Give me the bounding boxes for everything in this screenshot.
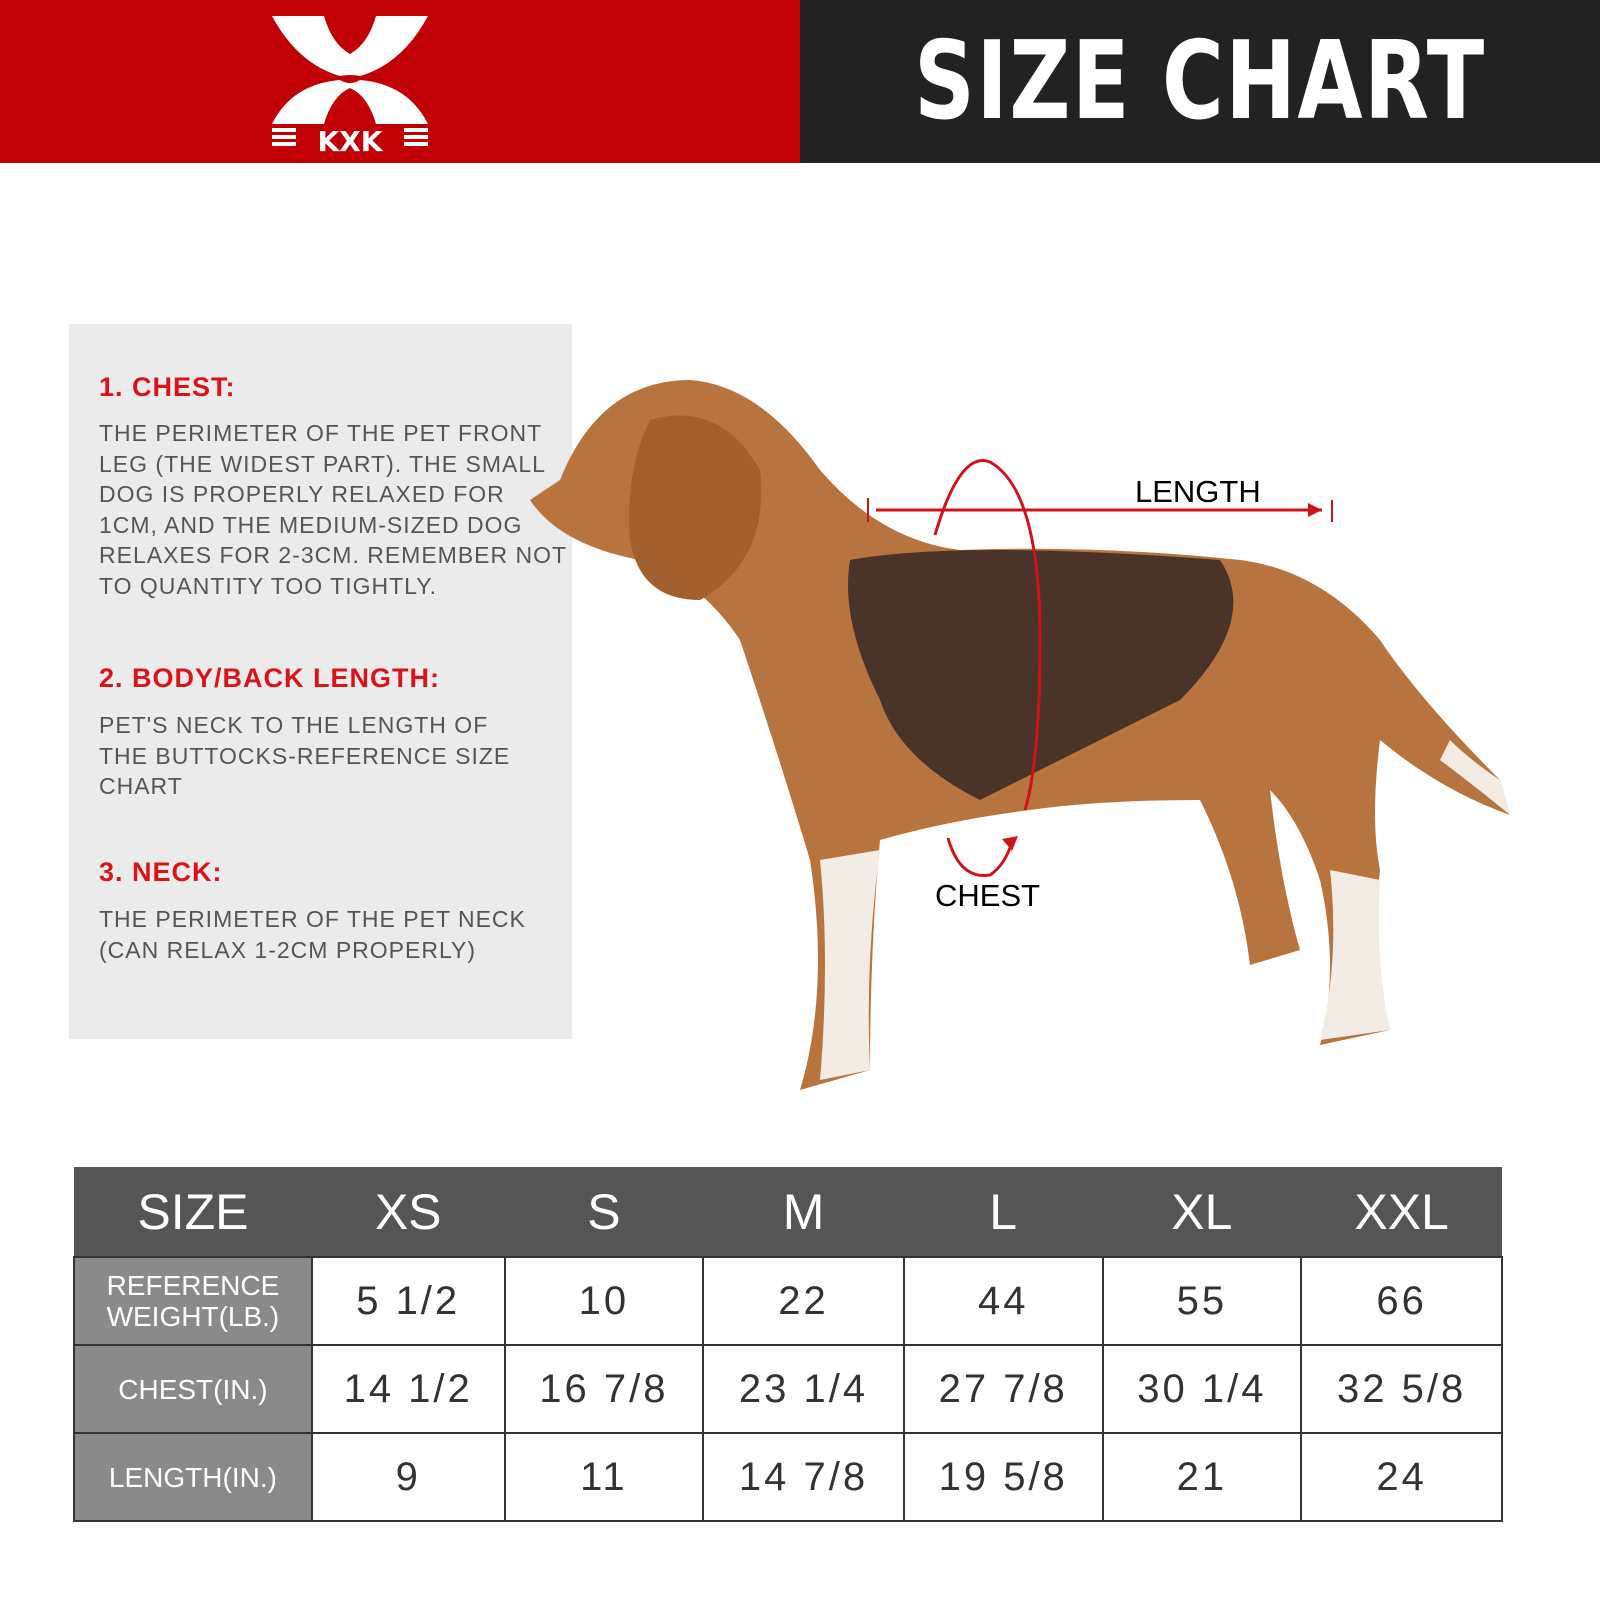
cell: 32 5/8 (1300, 1344, 1503, 1434)
title-banner (800, 0, 1600, 163)
header-s: S (504, 1167, 704, 1257)
chest-heading: 1. CHEST: (99, 372, 236, 402)
cell: 11 (503, 1432, 705, 1522)
chest-loop (933, 459, 1042, 811)
row-label: REFERENCE WEIGHT(LB.) (73, 1256, 313, 1346)
header-xl: XL (1102, 1167, 1302, 1257)
measurement-guide-panel (69, 324, 572, 1039)
length-description: PET'S NECK TO THE LENGTH OF THE BUTTOCKS… (99, 712, 511, 799)
cell: 14 1/2 (310, 1344, 506, 1434)
chest-description: THE PERIMETER OF THE PET FRONT LEG (THE … (99, 420, 567, 599)
cell: 30 1/4 (1101, 1344, 1303, 1434)
header-size: SIZE (74, 1167, 312, 1257)
svg-text:KXK: KXK (318, 125, 384, 154)
cell: 5 1/2 (310, 1256, 506, 1346)
neck-description: THE PERIMETER OF THE PET NECK (CAN RELAX… (99, 906, 526, 963)
page-title: SIZE CHART (914, 19, 1486, 144)
cell: 22 (702, 1256, 905, 1346)
cell: 44 (902, 1256, 1104, 1346)
header-l: L (903, 1167, 1103, 1257)
cell: 16 7/8 (503, 1344, 705, 1434)
table-row-chest: CHEST(IN.) 14 1/2 16 7/8 23 1/4 27 7/8 3… (73, 1344, 1503, 1434)
cell: 27 7/8 (902, 1344, 1104, 1434)
cell: 10 (503, 1256, 705, 1346)
cell: 14 7/8 (702, 1432, 905, 1522)
header-xxl: XXL (1301, 1167, 1502, 1257)
table-row-weight: REFERENCE WEIGHT(LB.) 5 1/2 10 22 44 55 … (73, 1256, 1503, 1346)
row-label: CHEST(IN.) (73, 1344, 313, 1434)
beagle-image (530, 380, 1510, 1090)
kxk-logo: KXK (272, 16, 428, 154)
header-xs: XS (311, 1167, 505, 1257)
size-table: SIZE XS S M L XL XXL REFERENCE WEIGHT(LB… (73, 1167, 1503, 1522)
length-heading: 2. BODY/BACK LENGTH: (99, 663, 441, 693)
cell: 66 (1300, 1256, 1503, 1346)
dog-illustration (530, 380, 1510, 1090)
cell: 55 (1101, 1256, 1303, 1346)
cell: 9 (310, 1432, 506, 1522)
length-label: LENGTH (1135, 474, 1261, 509)
cell: 19 5/8 (902, 1432, 1104, 1522)
chest-label: CHEST (935, 878, 1041, 913)
table-header-row: SIZE XS S M L XL XXL (74, 1167, 1502, 1257)
row-label: LENGTH(IN.) (73, 1432, 313, 1522)
cell: 21 (1101, 1432, 1303, 1522)
cell: 24 (1300, 1432, 1503, 1522)
cell: 23 1/4 (702, 1344, 905, 1434)
table-row-length: LENGTH(IN.) 9 11 14 7/8 19 5/8 21 24 (73, 1432, 1503, 1522)
header-m: M (703, 1167, 904, 1257)
neck-heading: 3. NECK: (99, 857, 223, 887)
